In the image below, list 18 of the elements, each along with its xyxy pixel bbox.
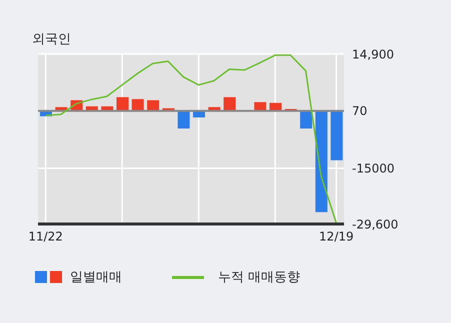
y-tick-label: -15000 bbox=[352, 161, 395, 176]
bar bbox=[116, 97, 128, 111]
chart-title: 외국인 bbox=[32, 31, 71, 48]
bar bbox=[147, 100, 160, 111]
legend-label: 누적 매매동향 bbox=[217, 269, 300, 286]
y-tick-label: 14,900 bbox=[352, 47, 394, 62]
line-series bbox=[44, 54, 338, 224]
bar bbox=[315, 110, 328, 212]
bar bbox=[178, 110, 190, 128]
legend-label: 일별매매 bbox=[69, 269, 122, 286]
bar bbox=[300, 110, 312, 128]
y-tick-label: -29,600 bbox=[352, 217, 398, 232]
x-tick-label: 12/19 bbox=[319, 230, 354, 244]
bar bbox=[224, 97, 236, 111]
x-tick-label: 11/22 bbox=[28, 230, 63, 244]
bar bbox=[330, 110, 343, 160]
bar bbox=[132, 99, 144, 111]
y-tick-label: 70 bbox=[352, 104, 368, 118]
